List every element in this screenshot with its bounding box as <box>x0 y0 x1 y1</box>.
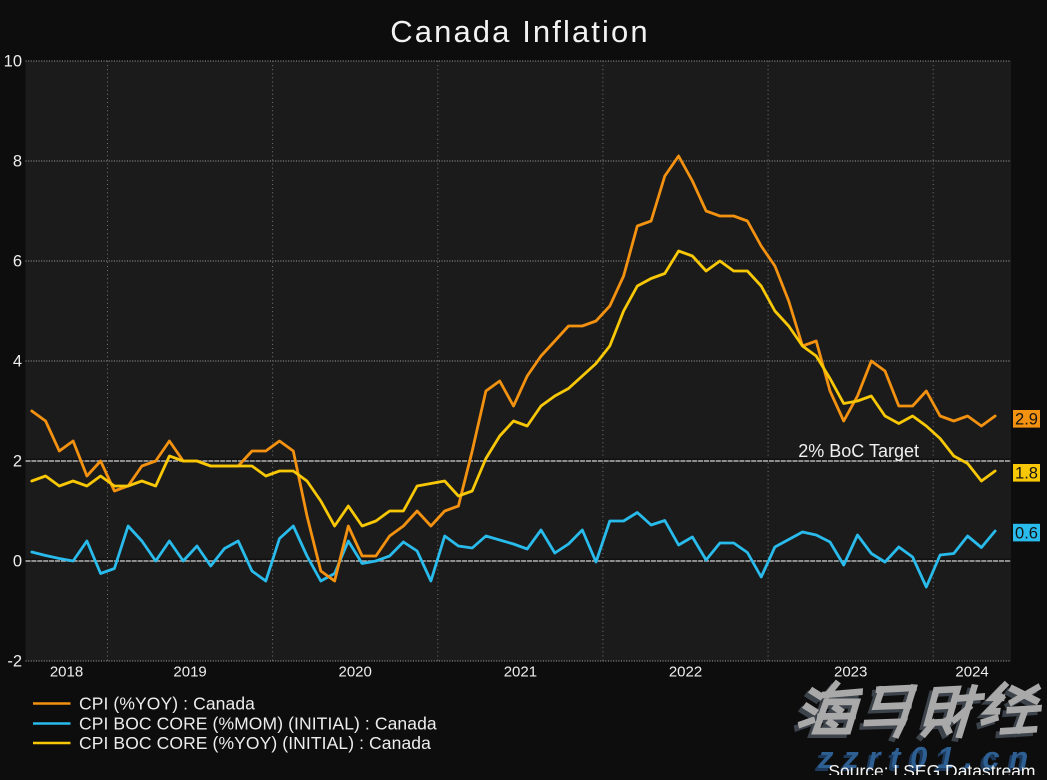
svg-text:4: 4 <box>13 353 22 371</box>
svg-text:zzrt01.cn: zzrt01.cn <box>814 743 1035 775</box>
svg-text:-2: -2 <box>7 653 22 671</box>
svg-text:Canada Inflation: Canada Inflation <box>390 14 649 49</box>
svg-text:2018: 2018 <box>50 664 83 681</box>
svg-text:0: 0 <box>13 553 22 571</box>
svg-text:6: 6 <box>13 253 22 271</box>
svg-text:1.8: 1.8 <box>1015 465 1038 483</box>
svg-text:CPI BOC CORE (%MOM) (INITIAL): CPI BOC CORE (%MOM) (INITIAL) : Canada <box>79 713 437 733</box>
svg-text:8: 8 <box>13 153 22 171</box>
svg-text:2021: 2021 <box>504 664 537 681</box>
svg-text:2020: 2020 <box>339 664 372 681</box>
svg-text:zzrt01.cn: zzrt01.cn <box>817 740 1038 775</box>
svg-text:2.9: 2.9 <box>1015 411 1038 429</box>
svg-text:10: 10 <box>4 53 22 71</box>
svg-text:Source: LSEG Datastream: Source: LSEG Datastream <box>828 761 1035 775</box>
svg-text:CPI BOC CORE (%YOY) (INITIAL): CPI BOC CORE (%YOY) (INITIAL) : Canada <box>79 733 431 753</box>
svg-text:2: 2 <box>13 453 22 471</box>
svg-text:2% BoC Target: 2% BoC Target <box>798 441 919 461</box>
svg-text:0.6: 0.6 <box>1015 524 1038 542</box>
svg-text:2024: 2024 <box>955 664 988 681</box>
svg-text:CPI (%YOY) : Canada: CPI (%YOY) : Canada <box>79 693 255 713</box>
svg-text:2019: 2019 <box>173 664 206 681</box>
svg-text:2022: 2022 <box>669 664 702 681</box>
svg-text:2023: 2023 <box>834 664 867 681</box>
